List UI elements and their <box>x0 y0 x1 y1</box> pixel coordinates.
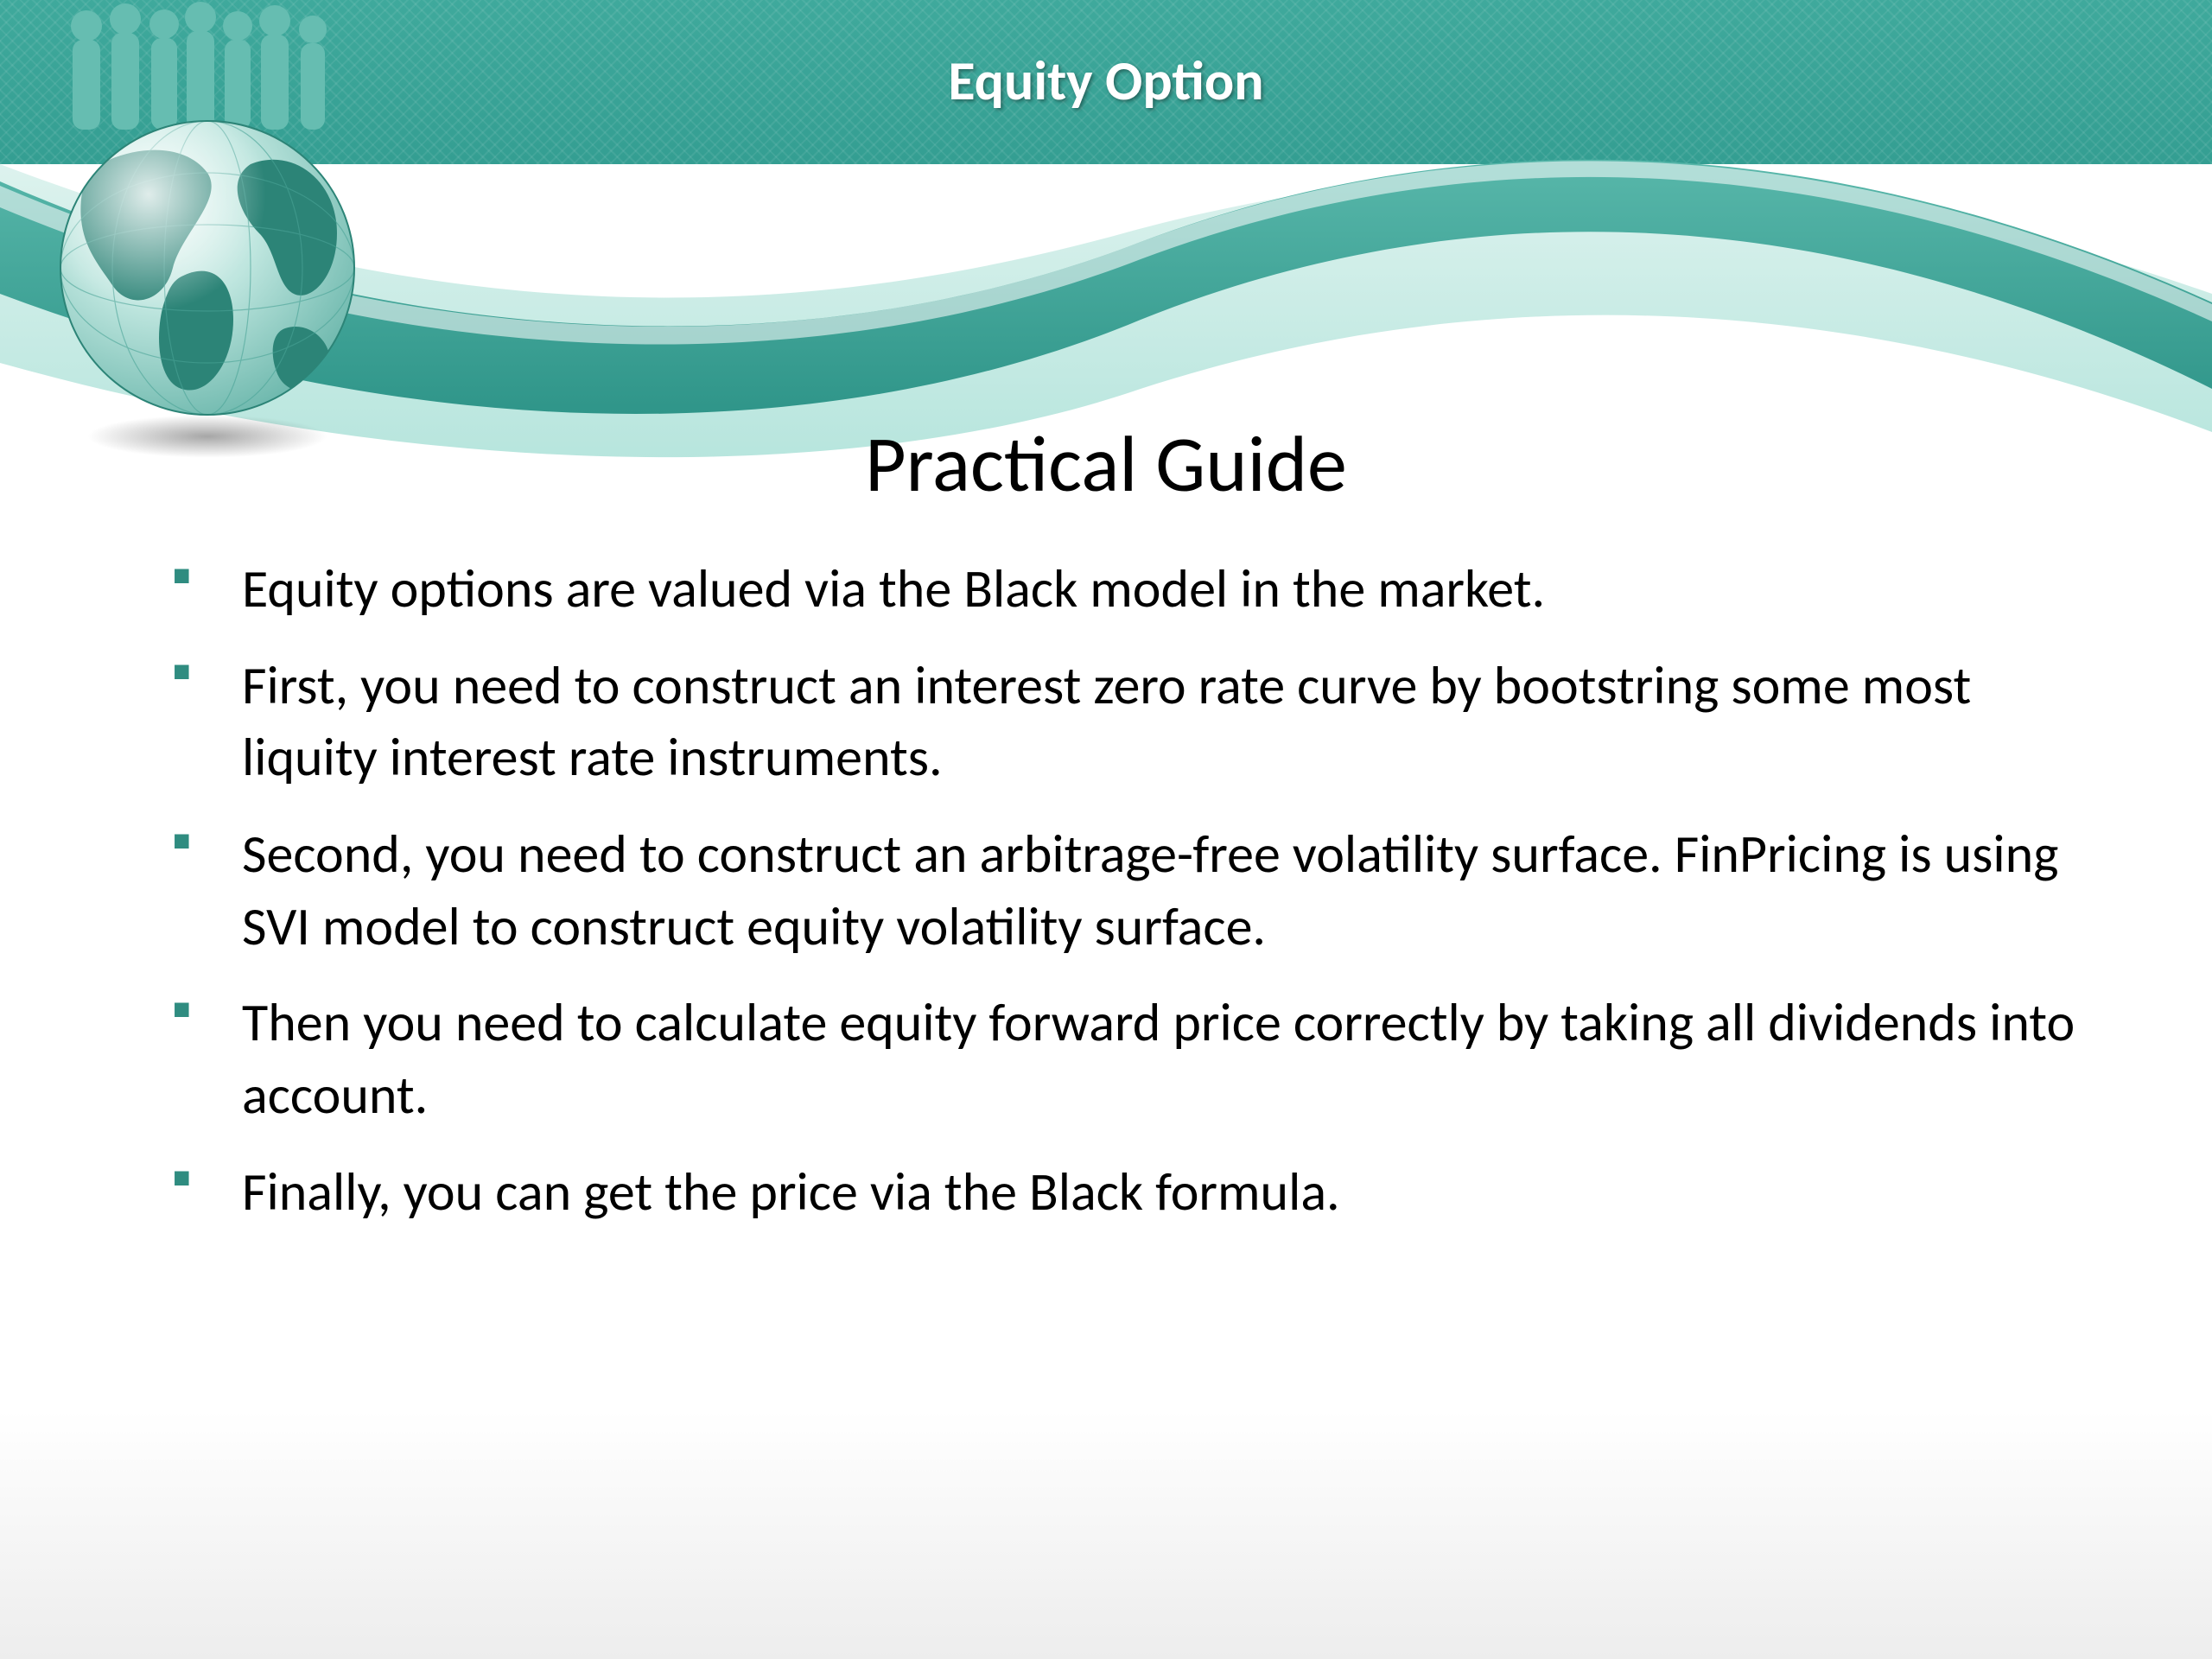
slide: Equity Option <box>0 0 2212 1659</box>
bullet-item: First, you need to construct an interest… <box>173 650 2091 794</box>
bullet-item: Finally, you can get the price via the B… <box>173 1156 2091 1229</box>
banner-title: Equity Option <box>948 48 1263 115</box>
bullet-item: Then you need to calculate equity forwar… <box>173 987 2091 1131</box>
people-silhouette-icon <box>52 0 346 130</box>
globe-icon <box>52 112 363 458</box>
bullet-item: Second, you need to construct an arbitra… <box>173 818 2091 963</box>
slide-heading: Practical Guide <box>0 415 2212 512</box>
bullet-item: Equity options are valued via the Black … <box>173 553 2091 626</box>
bullet-list: Equity options are valued via the Black … <box>173 553 2091 1253</box>
